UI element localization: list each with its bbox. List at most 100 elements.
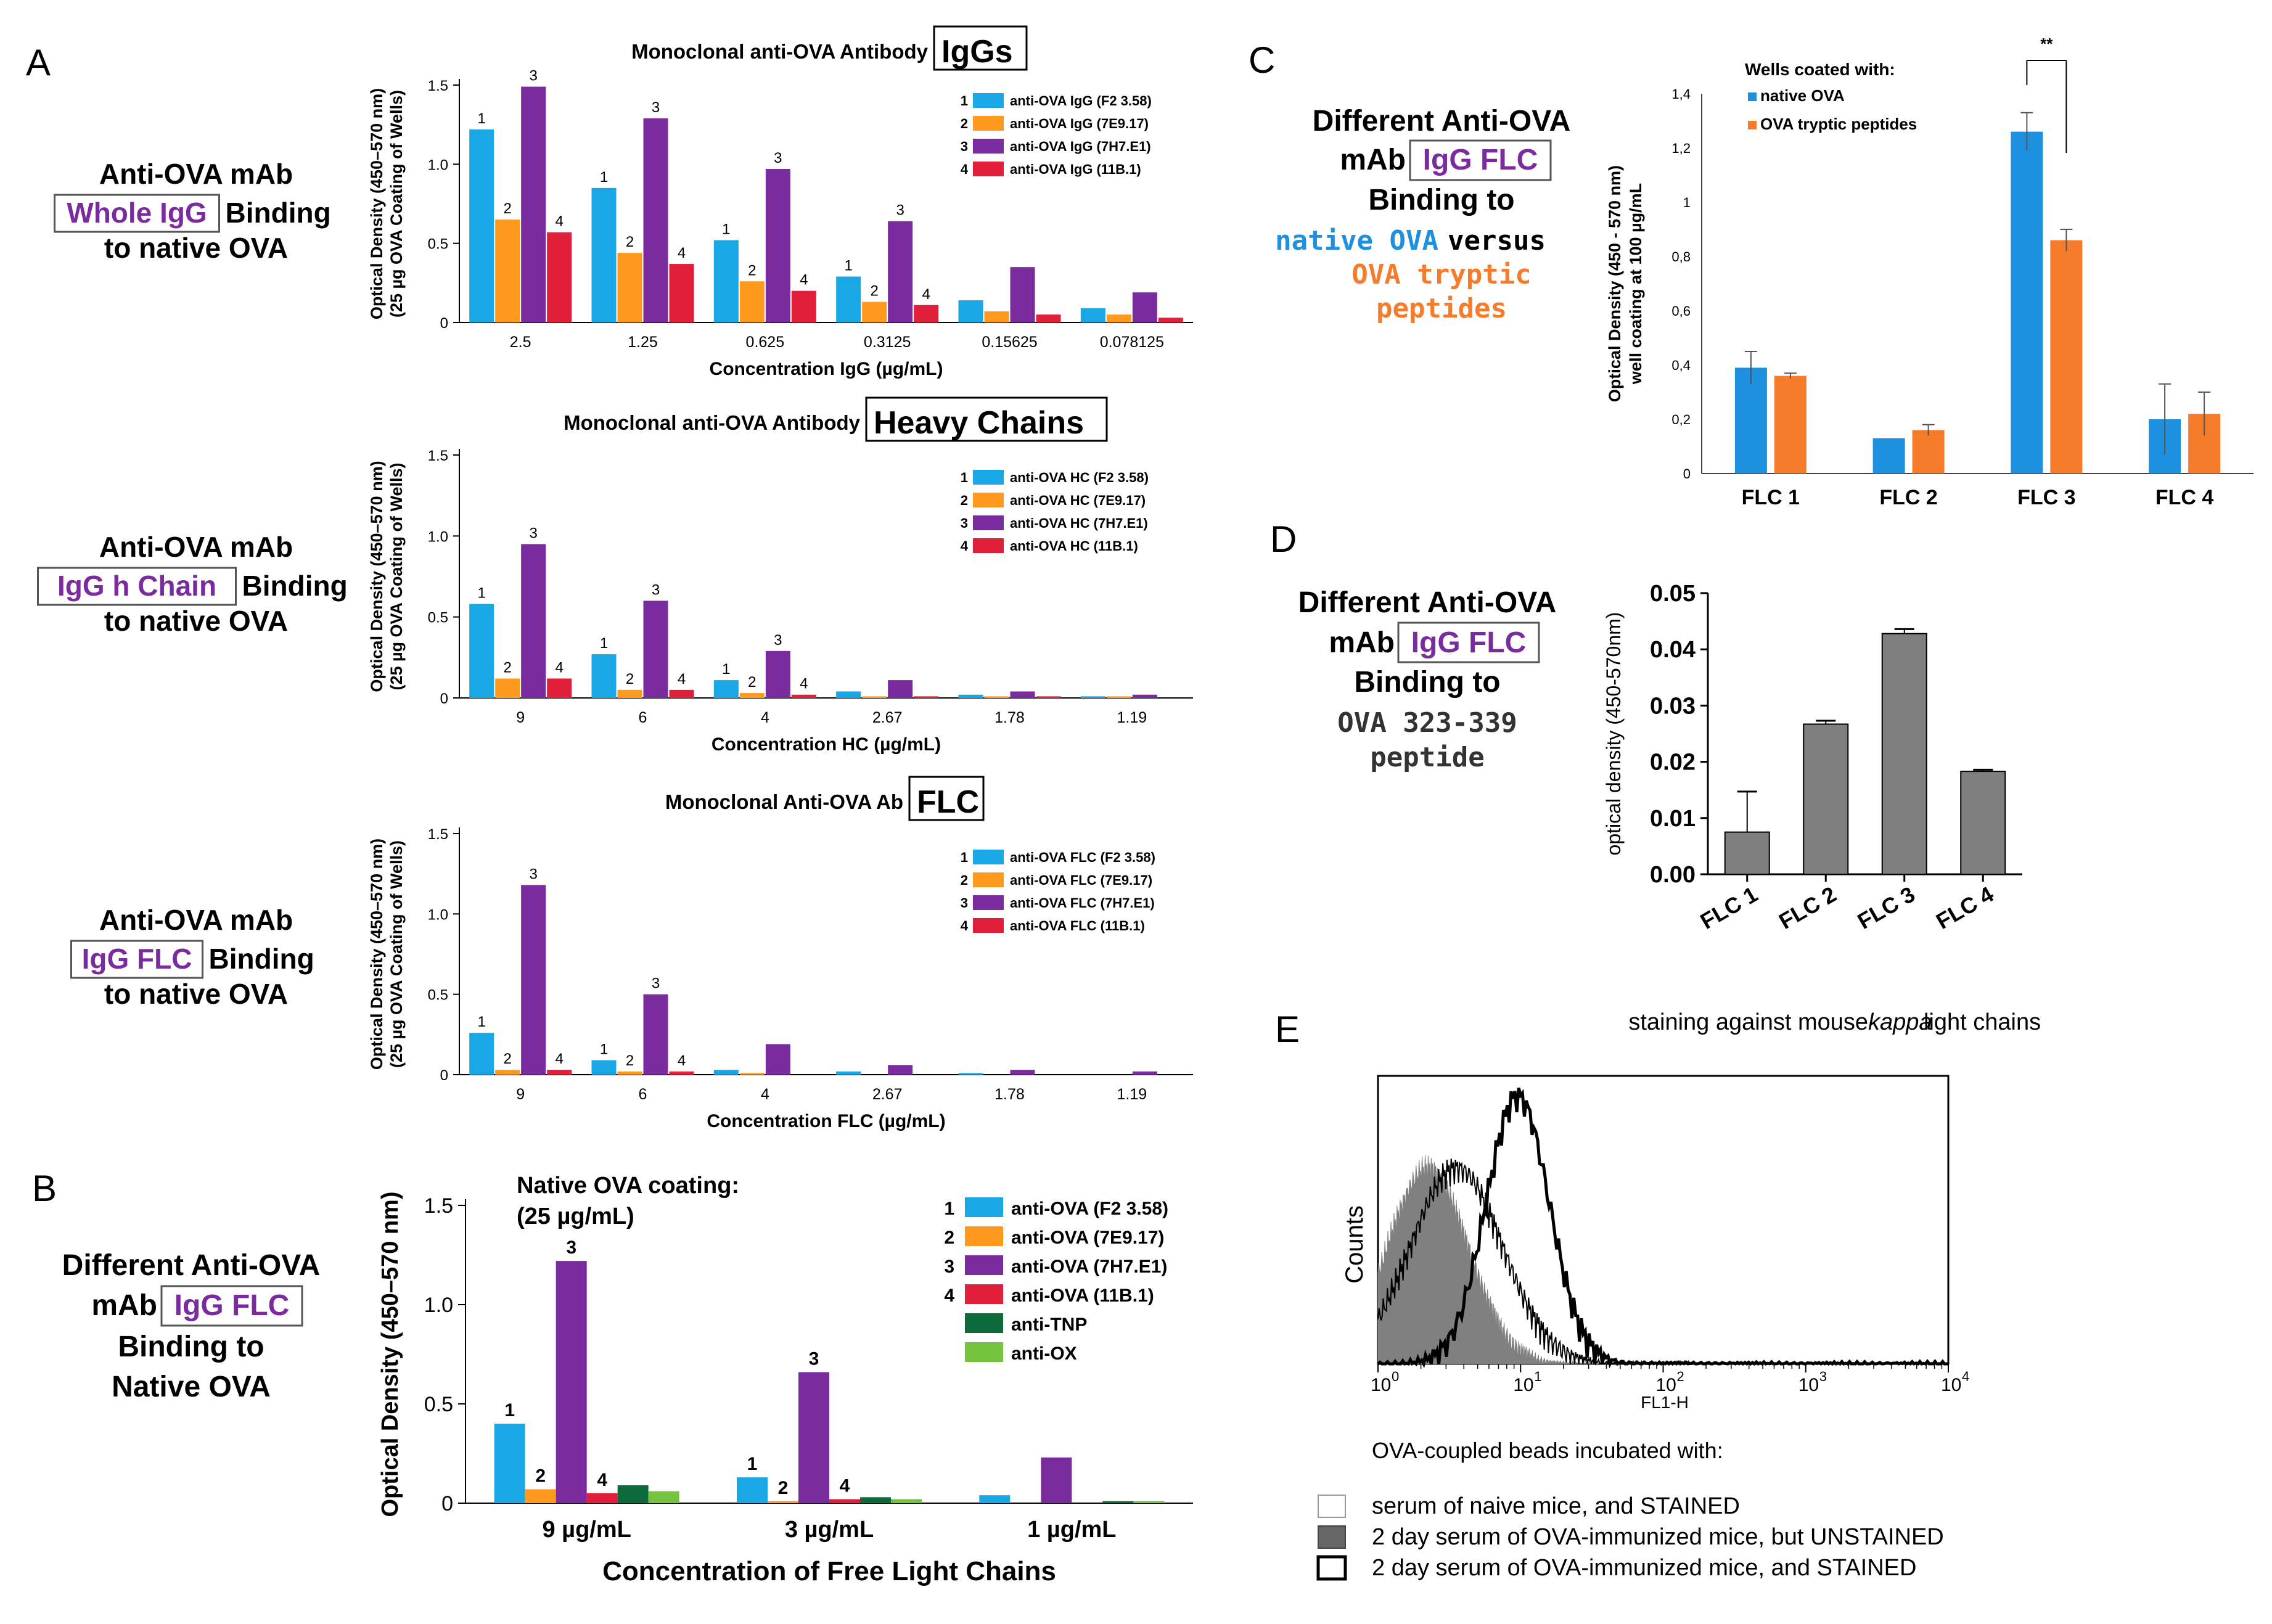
- caption-highlight-text: IgG FLC: [1423, 144, 1538, 176]
- bar-series-number: 4: [678, 1052, 686, 1069]
- bar: [1158, 318, 1183, 322]
- legend-label: anti-OVA HC (7H7.E1): [1010, 515, 1148, 531]
- legend-label: anti-OVA HC (11B.1): [1010, 538, 1138, 554]
- legend-label: anti-OVA (7E9.17): [1011, 1228, 1164, 1248]
- bar: [521, 544, 546, 698]
- y-axis-label: (25 µg OVA Coating of Wells): [387, 840, 406, 1068]
- bar: [958, 300, 983, 322]
- y-axis-label: Counts: [1341, 1205, 1368, 1284]
- legend-swatch: [973, 116, 1004, 131]
- bar-series-number: 1: [747, 1454, 758, 1474]
- bar-series-number: 2: [748, 262, 756, 279]
- bar: [643, 118, 668, 322]
- bar: [958, 1073, 983, 1075]
- x-tick-label: FLC 1: [1742, 486, 1800, 509]
- bar-series-number: 4: [555, 659, 563, 676]
- bar: [1010, 1070, 1035, 1075]
- caption-tryptic: peptides: [1376, 293, 1507, 324]
- legend-swatch: [973, 470, 1004, 485]
- bar: [836, 691, 861, 698]
- bar: [888, 1065, 913, 1075]
- x-tick-label: 10: [1798, 1375, 1819, 1395]
- bar-series-number: 1: [477, 110, 485, 127]
- x-tick-label: 0.078125: [1100, 334, 1164, 351]
- caption-line: to native OVA: [104, 978, 288, 1010]
- chart-title-box: [865, 396, 1108, 442]
- bar-series-number: 3: [774, 632, 782, 649]
- y-tick-label: 0.05: [1650, 581, 1696, 607]
- bar-series-number: 2: [626, 1052, 634, 1069]
- bar-series-number: 1: [477, 1014, 485, 1030]
- caption-highlight-text: IgG FLC: [82, 943, 192, 975]
- y-tick-label: 1.0: [428, 528, 448, 545]
- caption-line: Binding: [242, 570, 348, 602]
- y-tick-label: 0,8: [1671, 249, 1691, 265]
- caption-line: Anti-OVA mAb: [99, 904, 293, 936]
- y-tick-label: 0,4: [1671, 358, 1691, 373]
- bar: [1724, 831, 1770, 875]
- bar: [1132, 694, 1157, 698]
- caption-line: Binding to: [1354, 666, 1500, 699]
- chart-A2: Monoclonal anti-OVA Antibody Heavy Chains…: [367, 396, 1193, 755]
- legend-title: Wells coated with:: [1745, 60, 1895, 79]
- legend-swatch: [973, 872, 1004, 887]
- y-tick-label: 0.5: [428, 236, 448, 253]
- x-axis-label: FL1-H: [1641, 1393, 1689, 1412]
- x-tick-label: 10: [1513, 1375, 1533, 1395]
- legend-swatch: [973, 515, 1004, 530]
- caption-line: to native OVA: [104, 232, 288, 264]
- caption-line: Binding: [209, 943, 314, 975]
- legend-number: 3: [961, 895, 968, 911]
- bar: [1036, 314, 1061, 322]
- bar: [1734, 367, 1767, 474]
- y-tick-label: 1.5: [424, 1194, 453, 1218]
- panel-label-C: C: [1249, 39, 1275, 81]
- legend-number: 3: [944, 1257, 954, 1277]
- bar-series-number: 3: [896, 202, 904, 219]
- x-tick-label: 1 µg/mL: [1027, 1517, 1116, 1543]
- bar: [586, 1493, 618, 1503]
- bar: [617, 1071, 642, 1075]
- legend-number: 2: [961, 116, 968, 131]
- bar: [739, 281, 765, 322]
- bar-series-number: 1: [600, 1041, 608, 1058]
- bar: [713, 680, 739, 698]
- legend-label: anti-OVA HC (F2 3.58): [1010, 470, 1149, 485]
- y-axis-label: Optical Density (450–570 nm): [367, 839, 386, 1070]
- bar: [979, 1495, 1011, 1503]
- legend-number: 2: [961, 493, 968, 508]
- bar: [617, 689, 642, 698]
- bar: [1102, 1501, 1134, 1503]
- x-tick-label: 3 µg/mL: [785, 1517, 874, 1543]
- bar: [525, 1489, 556, 1503]
- bar: [669, 1071, 694, 1075]
- bar-series-number: 3: [529, 68, 537, 84]
- bar-series-number: 4: [922, 286, 930, 303]
- x-tick-label: FLC 3: [2017, 486, 2075, 509]
- legend-label: anti-OVA FLC (7E9.17): [1010, 872, 1152, 888]
- x-tick-exponent: 1: [1534, 1369, 1541, 1384]
- legend-number: 4: [961, 918, 969, 933]
- legend-label: anti-OVA HC (7E9.17): [1010, 493, 1146, 508]
- panel-letter: E: [1275, 1009, 1300, 1050]
- x-tick-label: FLC 2: [1879, 486, 1937, 509]
- legend-label: anti-OVA FLC (11B.1): [1010, 918, 1145, 933]
- bar: [765, 650, 790, 698]
- bar: [1080, 308, 1105, 322]
- caption-line: Binding to: [1368, 184, 1514, 216]
- chart-title-box: [908, 776, 985, 821]
- caption-highlight-box: [1397, 621, 1540, 663]
- bar: [836, 276, 861, 322]
- y-tick-label: 1: [1683, 195, 1691, 210]
- bar: [1010, 267, 1035, 322]
- y-tick-label: 0,6: [1671, 303, 1691, 319]
- panel-letter: D: [1270, 519, 1297, 560]
- y-tick-label: 0: [440, 691, 448, 707]
- legend-label: 2 day serum of OVA-immunized mice, but U…: [1372, 1524, 1944, 1550]
- bar: [556, 1261, 587, 1503]
- x-tick-label: 6: [639, 1086, 647, 1103]
- bar-series-number: 3: [652, 581, 660, 598]
- bar-series-number: 2: [748, 674, 756, 691]
